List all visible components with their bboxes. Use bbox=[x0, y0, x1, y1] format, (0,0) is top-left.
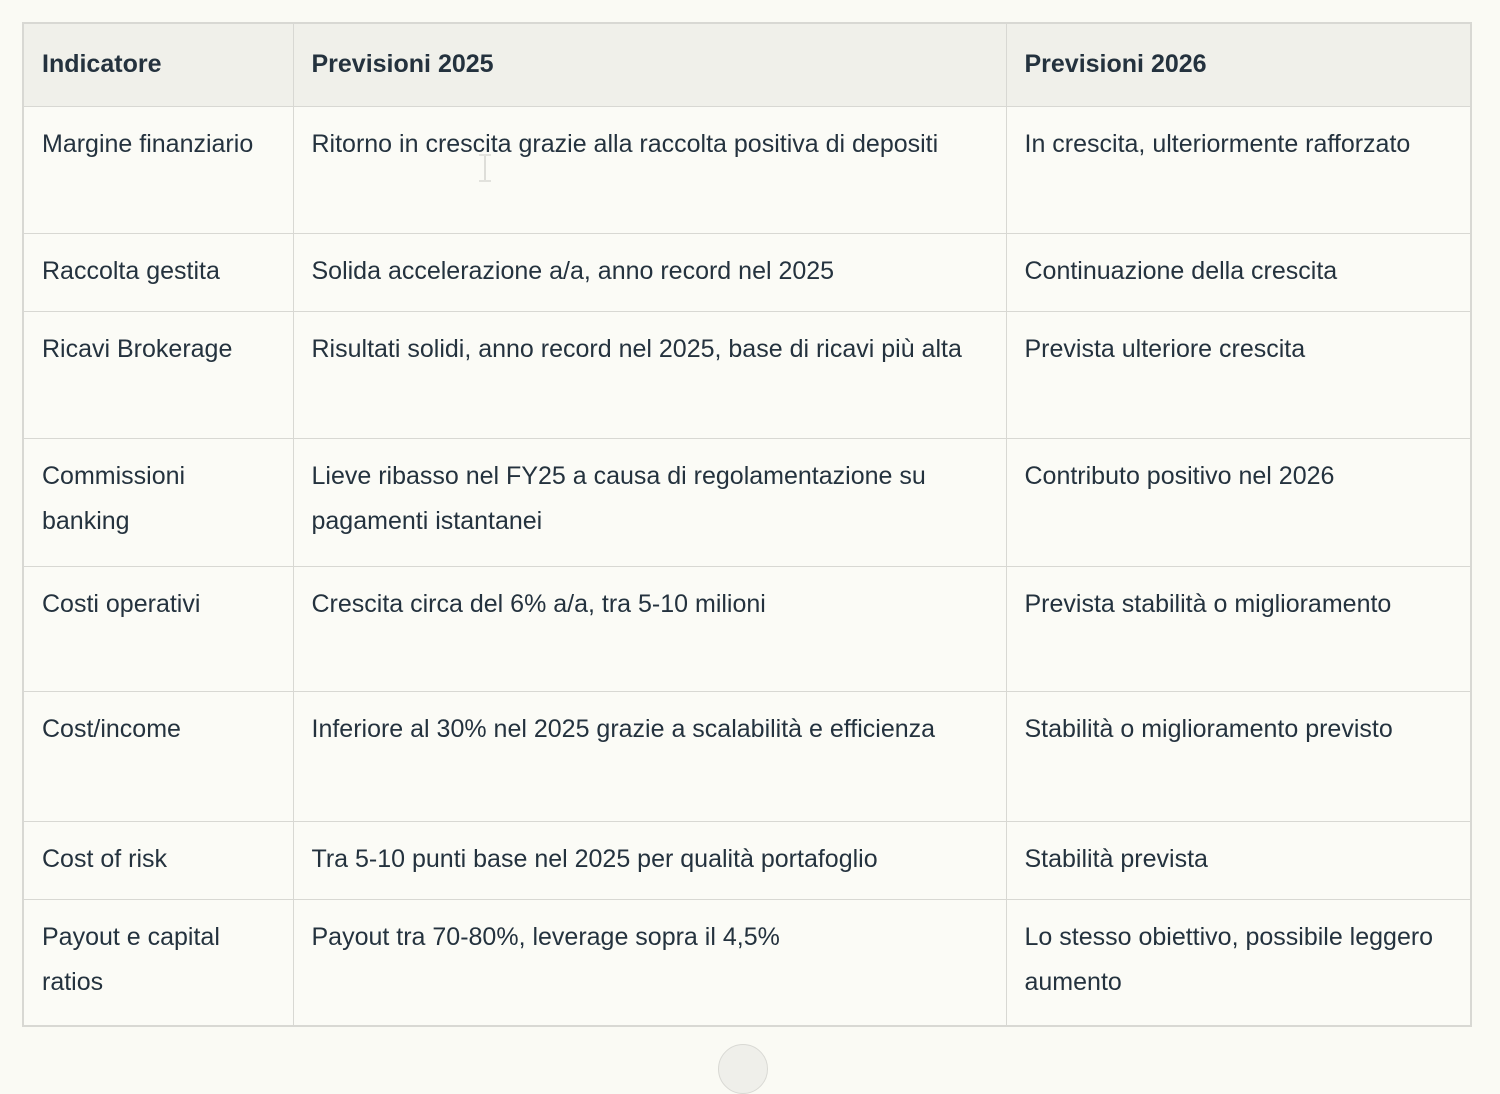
cell-indicator: Payout e capital ratios bbox=[22, 898, 294, 1027]
cell-indicator: Margine finanziario bbox=[22, 105, 294, 234]
cell-forecast-2026: Prevista stabilità o miglioramento bbox=[1005, 565, 1472, 692]
cell-forecast-2026: Continuazione della crescita bbox=[1005, 232, 1472, 312]
cell-forecast-2025: Tra 5-10 punti base nel 2025 per qualità… bbox=[292, 820, 1007, 900]
column-header-previsioni-2026: Previsioni 2026 bbox=[1005, 22, 1472, 107]
table-body: Margine finanziario Ritorno in crescita … bbox=[22, 105, 1472, 1027]
table-row: Payout e capital ratios Payout tra 70-80… bbox=[22, 898, 1472, 1027]
cell-forecast-2025: Solida accelerazione a/a, anno record ne… bbox=[292, 232, 1007, 312]
column-header-indicatore: Indicatore bbox=[22, 22, 294, 107]
cell-indicator: Costi operativi bbox=[22, 565, 294, 692]
cell-forecast-2026: Lo stesso obiettivo, possibile leggero a… bbox=[1005, 898, 1472, 1027]
table-row: Cost/income Inferiore al 30% nel 2025 gr… bbox=[22, 690, 1472, 822]
table-row: Ricavi Brokerage Risultati solidi, anno … bbox=[22, 310, 1472, 439]
table-header: Indicatore Previsioni 2025 Previsioni 20… bbox=[22, 22, 1472, 107]
table-row: Raccolta gestita Solida accelerazione a/… bbox=[22, 232, 1472, 312]
table-row: Costi operativi Crescita circa del 6% a/… bbox=[22, 565, 1472, 692]
table-row: Margine finanziario Ritorno in crescita … bbox=[22, 105, 1472, 234]
cell-forecast-2025: Inferiore al 30% nel 2025 grazie a scala… bbox=[292, 690, 1007, 822]
partial-circle-button[interactable] bbox=[718, 1044, 768, 1094]
cell-forecast-2026: In crescita, ulteriormente rafforzato bbox=[1005, 105, 1472, 234]
cell-forecast-2026: Stabilità prevista bbox=[1005, 820, 1472, 900]
table-row: Cost of risk Tra 5-10 punti base nel 202… bbox=[22, 820, 1472, 900]
cell-forecast-2025: Ritorno in crescita grazie alla raccolta… bbox=[292, 105, 1007, 234]
cell-indicator: Cost of risk bbox=[22, 820, 294, 900]
cell-forecast-2025: Payout tra 70-80%, leverage sopra il 4,5… bbox=[292, 898, 1007, 1027]
cell-forecast-2026: Stabilità o miglioramento previsto bbox=[1005, 690, 1472, 822]
cell-indicator: Raccolta gestita bbox=[22, 232, 294, 312]
cell-forecast-2026: Prevista ulteriore crescita bbox=[1005, 310, 1472, 439]
cell-indicator: Ricavi Brokerage bbox=[22, 310, 294, 439]
cell-forecast-2025: Risultati solidi, anno record nel 2025, … bbox=[292, 310, 1007, 439]
cell-forecast-2025: Crescita circa del 6% a/a, tra 5-10 mili… bbox=[292, 565, 1007, 692]
forecast-table: Indicatore Previsioni 2025 Previsioni 20… bbox=[22, 22, 1472, 1027]
cell-forecast-2026: Contributo positivo nel 2026 bbox=[1005, 437, 1472, 567]
column-header-previsioni-2025: Previsioni 2025 bbox=[292, 22, 1007, 107]
cell-forecast-2025: Lieve ribasso nel FY25 a causa di regola… bbox=[292, 437, 1007, 567]
cell-indicator: Commissioni banking bbox=[22, 437, 294, 567]
table-row: Commissioni banking Lieve ribasso nel FY… bbox=[22, 437, 1472, 567]
header-row: Indicatore Previsioni 2025 Previsioni 20… bbox=[22, 22, 1472, 107]
page: { "table": { "headers": [ { "key": "indi… bbox=[22, 22, 1472, 1094]
cell-indicator: Cost/income bbox=[22, 690, 294, 822]
